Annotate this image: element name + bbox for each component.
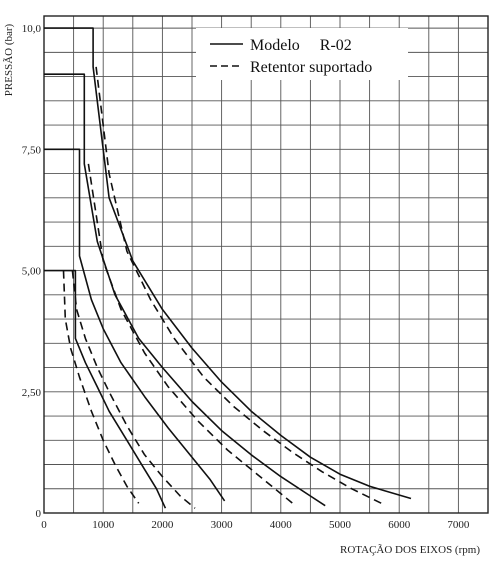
x-tick-label: 0 xyxy=(41,519,47,531)
tick-labels: 0 1000 2000 3000 4000 5000 6000 7000 0 2,50 5,00 7,… xyxy=(22,23,470,531)
x-axis-title: ROTAÇÃO DOS EIXOS (rpm) xyxy=(340,544,480,556)
legend-background xyxy=(196,28,408,80)
x-tick-label: 5000 xyxy=(329,519,352,531)
solid-curve-2 xyxy=(44,148,226,502)
legend-label-solid: Modelo R-02 xyxy=(250,37,352,54)
solid-curve-1 xyxy=(44,73,326,507)
solid-curve-3 xyxy=(44,269,167,509)
series-lines xyxy=(44,27,412,509)
y-tick-label: 10,0 xyxy=(22,23,42,35)
y-tick-label: 2,50 xyxy=(22,387,42,399)
legend: Modelo R-02 Retentor suportado xyxy=(196,28,408,80)
y-tick-label: 7,50 xyxy=(22,144,42,156)
x-tick-label: 6000 xyxy=(388,519,411,531)
x-tick-label: 4000 xyxy=(270,519,293,531)
dashed-curve-7 xyxy=(62,270,140,504)
x-tick-label: 1000 xyxy=(92,519,115,531)
plot-frame xyxy=(43,15,489,514)
y-tick-label: 0 xyxy=(36,508,42,520)
dashed-curve-5 xyxy=(87,163,294,504)
axes xyxy=(43,15,489,514)
x-tick-label: 2000 xyxy=(151,519,174,531)
grid xyxy=(44,16,488,513)
dashed-curve-6 xyxy=(71,270,196,509)
x-tick-label: 7000 xyxy=(447,519,470,531)
legend-label-dashed: Retentor suportado xyxy=(250,59,372,76)
dashed-curve-4 xyxy=(95,66,382,505)
solid-curve-0 xyxy=(44,27,412,500)
y-tick-label: 5,00 xyxy=(22,266,42,278)
y-axis-title: PRESSÃO (bar) xyxy=(3,23,15,96)
x-tick-label: 3000 xyxy=(211,519,234,531)
